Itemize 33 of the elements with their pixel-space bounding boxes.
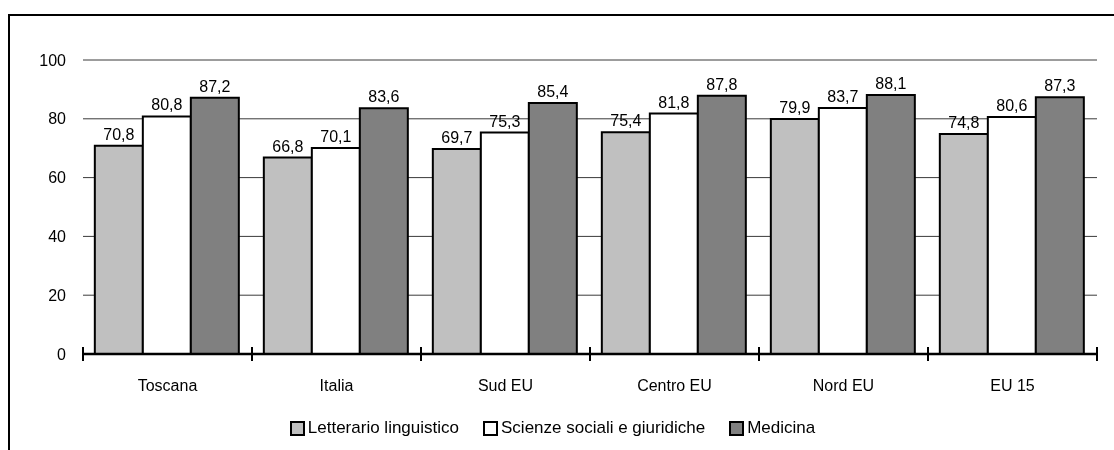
x-tick-label: Sud EU xyxy=(477,377,534,395)
data-label: 81,8 xyxy=(658,93,690,111)
data-label: 70,8 xyxy=(103,125,135,143)
data-label: 80,6 xyxy=(996,97,1028,115)
x-tick-label: Centro EU xyxy=(637,377,712,395)
x-tick-label: Nord EU xyxy=(812,377,875,395)
data-label: 87,8 xyxy=(706,75,738,93)
y-tick-label: 20 xyxy=(48,286,67,304)
data-label: 66,8 xyxy=(272,137,304,155)
y-tick-label: 100 xyxy=(39,51,67,69)
data-label: 85,4 xyxy=(537,82,569,100)
legend-label: Letterario linguistico xyxy=(307,418,460,438)
data-label: 80,8 xyxy=(151,96,183,114)
data-label: 79,9 xyxy=(779,99,811,117)
y-tick-label: 40 xyxy=(48,228,67,246)
data-label: 75,4 xyxy=(610,112,642,130)
data-label: 88,1 xyxy=(875,74,907,92)
data-label: 87,3 xyxy=(1044,77,1076,95)
data-label: 83,6 xyxy=(368,88,400,106)
x-tick-label: EU 15 xyxy=(990,377,1035,395)
data-label: 83,7 xyxy=(827,87,859,105)
y-tick-label: 60 xyxy=(48,169,67,187)
data-label: 87,2 xyxy=(199,77,231,95)
y-tick-label: 0 xyxy=(57,345,67,363)
data-label: 69,7 xyxy=(441,129,473,147)
data-label: 75,3 xyxy=(489,112,521,130)
data-label: 70,1 xyxy=(320,127,352,145)
data-label: 74,8 xyxy=(948,114,980,132)
x-tick-label: Toscana xyxy=(137,377,198,395)
x-tick-label: Italia xyxy=(319,377,354,395)
legend-label: Medicina xyxy=(747,418,816,438)
legend-label: Scienze sociali e giuridiche xyxy=(501,418,706,438)
y-tick-label: 80 xyxy=(48,110,67,128)
